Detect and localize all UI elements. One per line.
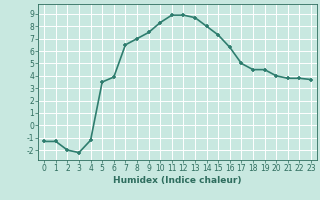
X-axis label: Humidex (Indice chaleur): Humidex (Indice chaleur): [113, 176, 242, 185]
